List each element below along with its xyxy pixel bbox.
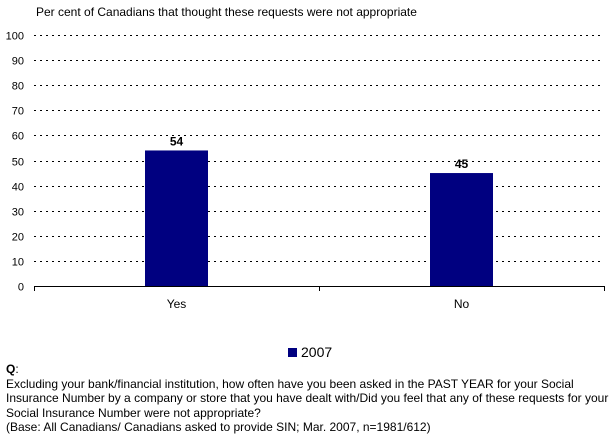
x-tick-label-yes: Yes bbox=[167, 297, 187, 311]
bar-yes bbox=[145, 150, 208, 286]
x-axis-tick-labels: Yes No bbox=[167, 297, 470, 311]
y-axis-tick-labels: 0 10 20 30 40 50 60 70 80 90 100 bbox=[6, 31, 24, 294]
legend-swatch-2007 bbox=[288, 347, 297, 357]
legend: 2007 bbox=[288, 344, 332, 360]
y-tick-label-30: 30 bbox=[12, 207, 24, 219]
x-tick-label-no: No bbox=[454, 297, 470, 311]
bar-chart: 0 10 20 30 40 50 60 70 80 90 100 54 45 Yes No bbox=[6, 31, 605, 311]
question-label-colon: : bbox=[15, 362, 19, 376]
question-notes: Q: Excluding your bank/financial institu… bbox=[6, 362, 610, 435]
data-label-yes: 54 bbox=[170, 134, 184, 148]
data-label-no: 45 bbox=[455, 157, 469, 171]
gridlines bbox=[34, 35, 604, 262]
bar-no bbox=[430, 173, 493, 286]
legend-label-2007: 2007 bbox=[301, 344, 333, 360]
y-tick-label-10: 10 bbox=[12, 257, 24, 269]
x-axis bbox=[34, 286, 605, 291]
y-tick-label-50: 50 bbox=[12, 157, 24, 169]
y-tick-label-20: 20 bbox=[12, 232, 24, 244]
y-tick-label-0: 0 bbox=[18, 282, 24, 294]
y-tick-label-80: 80 bbox=[12, 81, 24, 93]
chart-title: Per cent of Canadians that thought these… bbox=[36, 5, 417, 19]
bars bbox=[145, 150, 493, 286]
question-text: Excluding your bank/financial institutio… bbox=[6, 376, 609, 420]
question-label: Q bbox=[6, 362, 16, 376]
y-tick-label-40: 40 bbox=[12, 182, 24, 194]
y-tick-label-70: 70 bbox=[12, 106, 24, 118]
y-tick-label-100: 100 bbox=[6, 31, 24, 43]
y-tick-label-60: 60 bbox=[12, 131, 24, 143]
y-tick-label-90: 90 bbox=[12, 56, 24, 68]
base-text: (Base: All Canadians/ Canadians asked to… bbox=[6, 420, 431, 434]
data-labels: 54 45 bbox=[170, 134, 469, 171]
